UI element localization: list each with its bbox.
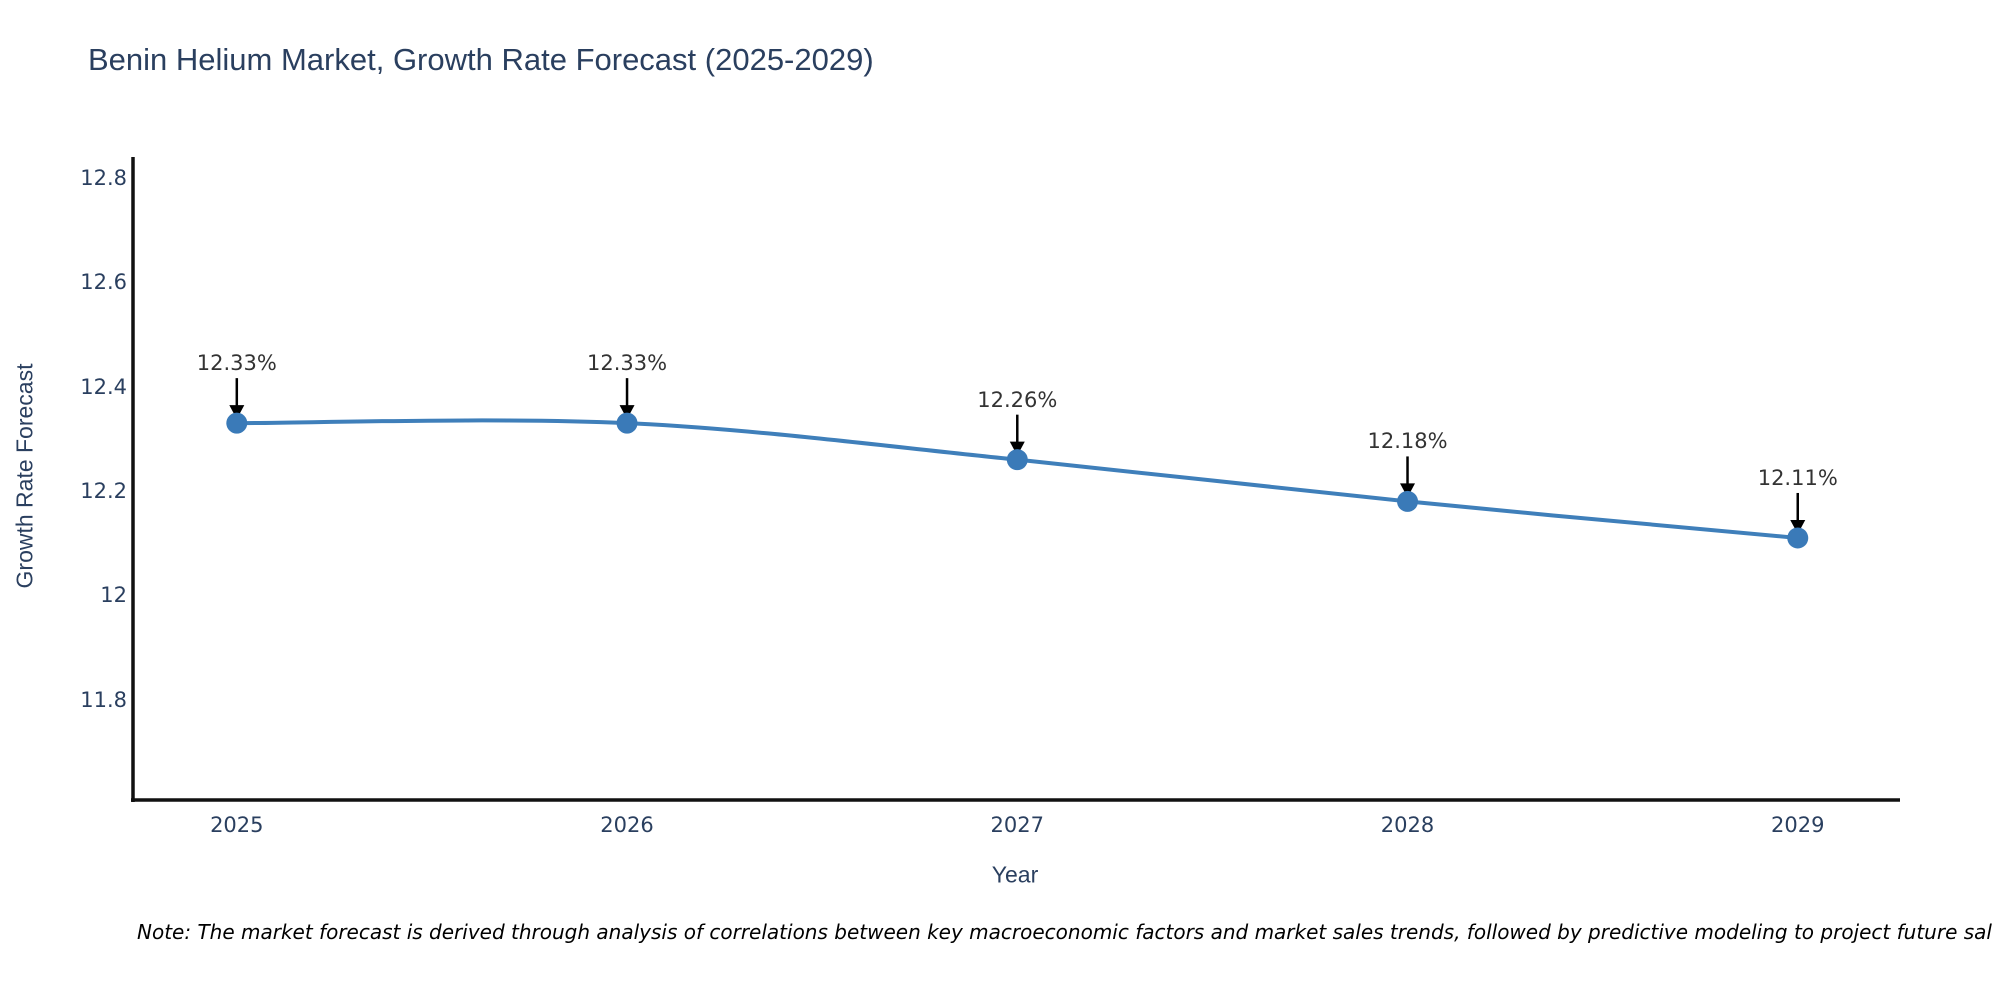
x-tick-label: 2026 bbox=[600, 813, 654, 837]
x-tick-label: 2025 bbox=[210, 813, 264, 837]
y-tick-label: 12.2 bbox=[80, 478, 127, 503]
point-annotation: 12.26% bbox=[977, 387, 1058, 412]
y-tick-label: 12.4 bbox=[80, 374, 127, 399]
y-tick-label: 11.8 bbox=[80, 687, 127, 712]
data-point-marker bbox=[226, 412, 248, 434]
data-point-marker bbox=[1787, 527, 1809, 549]
chart-title: Benin Helium Market, Growth Rate Forecas… bbox=[88, 42, 874, 77]
data-point-marker bbox=[1397, 490, 1419, 512]
annotation-arrowhead-icon bbox=[1790, 519, 1806, 534]
data-point-marker bbox=[616, 412, 638, 434]
x-tick-label: 2027 bbox=[990, 813, 1044, 837]
annotation-arrowhead-icon bbox=[1009, 441, 1025, 456]
point-annotation: 12.18% bbox=[1367, 429, 1448, 454]
point-annotation: 12.33% bbox=[196, 351, 277, 376]
data-point-markers bbox=[226, 412, 1809, 549]
y-tick-label: 12.6 bbox=[80, 270, 127, 295]
point-annotation: 12.11% bbox=[1757, 465, 1838, 490]
footnote-text: Note: The market forecast is derived thr… bbox=[137, 920, 1992, 944]
data-point-marker bbox=[1006, 449, 1028, 471]
x-tick-label: 2029 bbox=[1771, 813, 1825, 837]
y-tick-label: 12 bbox=[100, 583, 127, 608]
x-axis-title: Year bbox=[991, 861, 1039, 888]
point-annotation: 12.33% bbox=[586, 351, 668, 376]
x-tick-label: 2028 bbox=[1380, 813, 1435, 837]
annotation-arrowhead-icon bbox=[229, 405, 245, 420]
annotation-arrowhead-icon bbox=[619, 405, 635, 420]
y-tick-label: 12.8 bbox=[80, 165, 127, 190]
annotation-arrowhead-icon bbox=[1400, 483, 1416, 498]
annotation-arrows bbox=[229, 378, 1806, 534]
